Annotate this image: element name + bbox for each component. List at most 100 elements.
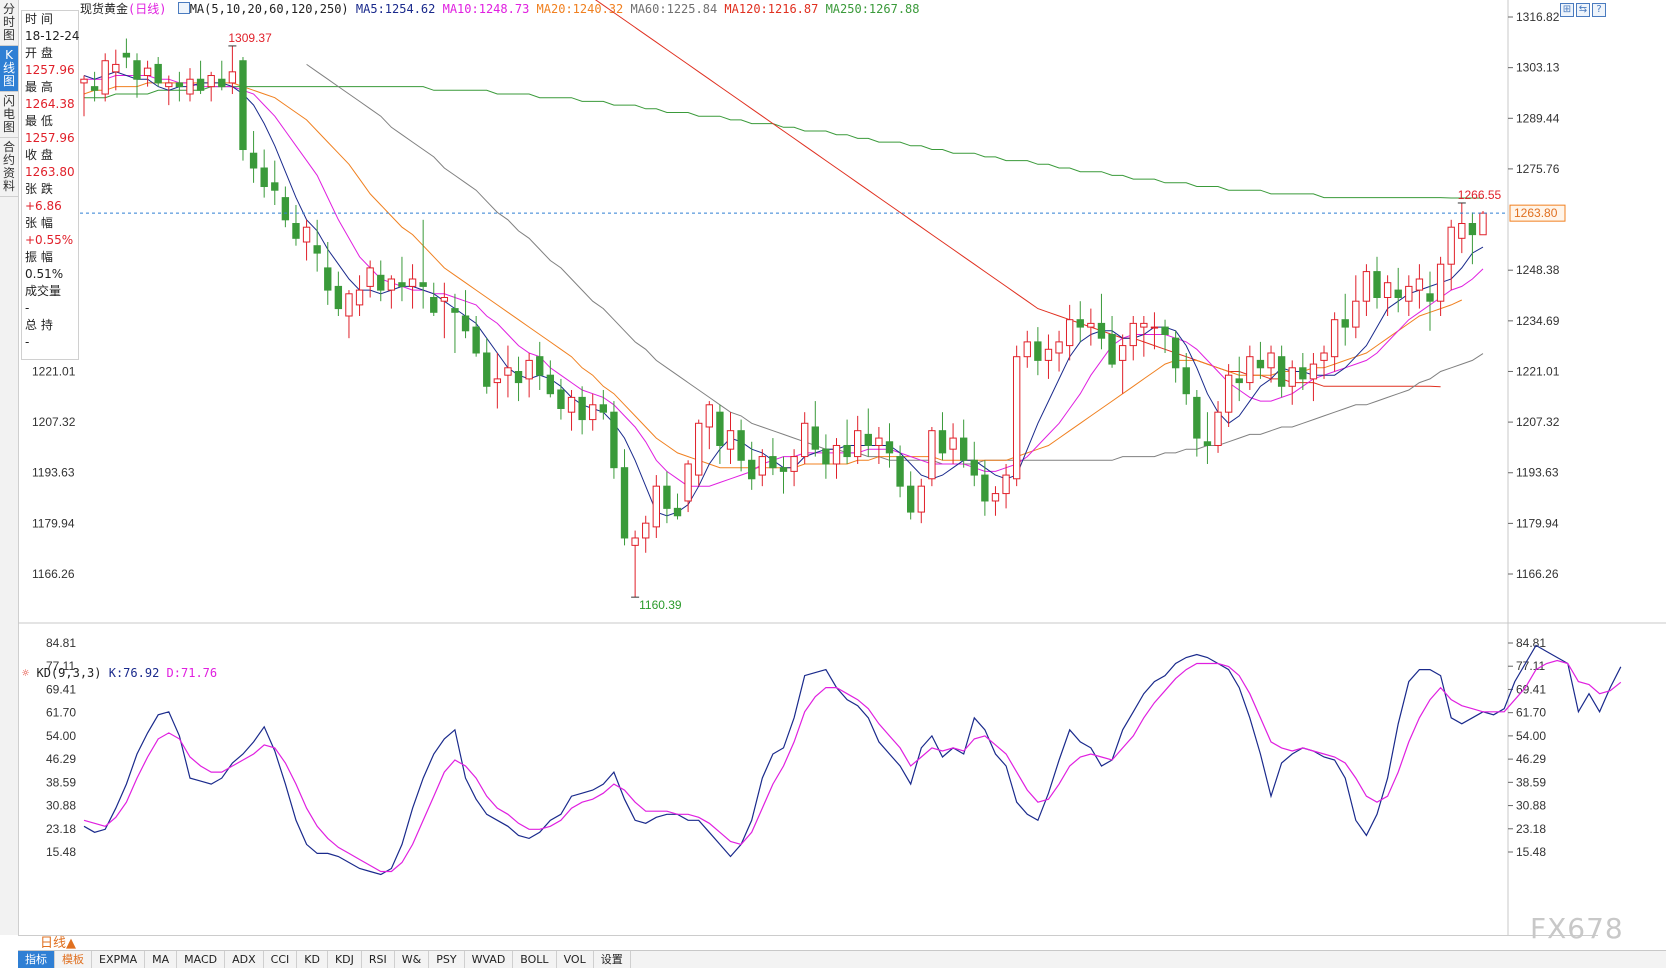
date-axis-bar: 日线▲ (18, 935, 1598, 951)
toolbar-item[interactable]: VOL (557, 951, 594, 968)
kd-settings-icon[interactable]: ☼ (22, 666, 30, 680)
candle-body (726, 430, 735, 450)
info-high-value: 1264.38 (25, 97, 75, 111)
tab-flash[interactable]: 闪电图 (0, 92, 18, 138)
candle-body (1405, 285, 1413, 302)
toolbar-item[interactable]: 设置 (594, 951, 631, 968)
candle-body (1012, 356, 1021, 480)
candle-body (90, 86, 99, 91)
kd-tick-label: 46.29 (1516, 752, 1546, 766)
candle-body (143, 67, 152, 77)
price-tick-label: 1207.32 (1516, 415, 1560, 429)
info-change-value: +6.86 (25, 199, 62, 213)
kd-params: KD(9,3,3) (36, 666, 102, 680)
toolbar-item[interactable]: 指标 (18, 951, 55, 968)
ma5-value: MA5:1254.62 (355, 2, 436, 16)
candle-body (461, 315, 470, 332)
kd-tick-label: 69.41 (1516, 682, 1546, 696)
candle-body (355, 289, 364, 306)
candle-body (525, 359, 533, 380)
kline-chart-canvas[interactable]: 1316.82 1303.13 1289.44 1275.76 1248.38 1234.… (0, 0, 1666, 935)
tab-kline[interactable]: K线图 (0, 46, 18, 92)
toolbar-item[interactable]: EXPMA (92, 951, 146, 968)
left-tab-strip: 分时图 K线图 闪电图 合约资料 (0, 0, 19, 935)
candle-body (1055, 341, 1063, 354)
toolbar-item[interactable]: KD (297, 951, 328, 968)
candle-body (430, 296, 438, 313)
price-tick-label: 1193.63 (1516, 466, 1559, 480)
help-icon[interactable]: ? (1592, 3, 1606, 17)
candle-body (1288, 367, 1296, 387)
toolbar-item[interactable]: MA (145, 951, 178, 968)
window-controls: ⊞ ⇆? (1558, 1, 1606, 17)
tab-timeshare[interactable]: 分时图 (0, 0, 18, 46)
price-tick-label: 1303.13 (1516, 61, 1560, 75)
candle-body (133, 60, 141, 80)
price-tick-label: 1248.38 (1516, 263, 1560, 277)
export-icon[interactable]: ⇆ (1576, 3, 1590, 17)
ma-params: MA(5,10,20,60,120,250) (189, 2, 349, 16)
info-low-value: 1257.96 (25, 131, 75, 145)
info-close-label: 收 盘 (25, 148, 53, 162)
candle-body (281, 197, 290, 221)
info-amp-label: 振 幅 (25, 250, 53, 264)
candle-body (249, 152, 258, 169)
candle-body (991, 493, 1000, 502)
period-selector[interactable]: 日线▲ (40, 936, 76, 951)
candle-body (663, 485, 671, 509)
candle-body (175, 82, 184, 88)
toolbar-item[interactable]: 模板 (55, 951, 92, 968)
kd-left-tick-label: 77.11 (46, 659, 75, 673)
kd-left-tick-label: 23.18 (46, 822, 76, 836)
toolbar-item[interactable]: PSY (429, 951, 465, 968)
candle-body (377, 274, 385, 291)
toolbar-item[interactable]: KDJ (328, 951, 362, 968)
candle-body (440, 296, 449, 302)
toolbar-item[interactable]: MACD (177, 951, 226, 968)
toolbar-item[interactable]: CCI (264, 951, 298, 968)
fx678-watermark: FX678 (1530, 912, 1624, 945)
candle-body (822, 448, 830, 465)
candle-body (1193, 396, 1201, 439)
toolbar-item[interactable]: BOLL (513, 951, 557, 968)
candle-body (790, 456, 798, 472)
zoom-icon[interactable]: ⊞ (1560, 3, 1574, 17)
toolbar-item[interactable]: ADX (225, 951, 264, 968)
candle-body (949, 437, 957, 450)
candle-body (599, 404, 608, 413)
info-time-value: 18-12-24 (25, 29, 80, 43)
candle-body (1171, 337, 1180, 369)
candle-body (1235, 378, 1243, 384)
candle-body (938, 430, 947, 454)
candle-body (567, 396, 576, 413)
candle-body (472, 326, 480, 354)
toolbar-item[interactable]: W& (395, 951, 430, 968)
ma-toggle-icon[interactable] (177, 2, 190, 14)
info-hold-value: - (25, 335, 30, 349)
candle-body (705, 404, 713, 428)
candle-body (1002, 474, 1010, 495)
candle-body (1023, 341, 1031, 358)
left-price-tick-label: 1179.94 (32, 516, 75, 530)
candle-body (271, 182, 279, 191)
candle-body (1309, 363, 1318, 380)
candle-body (1373, 271, 1381, 298)
candle-body (631, 537, 639, 546)
toolbar-item[interactable]: RSI (362, 951, 395, 968)
current-price-box (1509, 204, 1566, 222)
candle-body (1076, 319, 1084, 328)
left-price-tick-label: 1221.01 (32, 364, 76, 378)
candle-body (1150, 326, 1159, 329)
candle-body (769, 456, 777, 469)
info-open-value: 1257.96 (25, 63, 75, 77)
candle-body (1087, 322, 1095, 328)
ohlc-info-panel: 时 间 18-12-24 开 盘 1257.96 最 高 1264.38 最 低… (21, 10, 79, 360)
candle-body (716, 411, 724, 446)
tab-contract-info[interactable]: 合约资料 (0, 138, 18, 197)
candle-body (1383, 282, 1392, 298)
toolbar-item[interactable]: WVAD (465, 951, 514, 968)
kd-left-tick-label: 61.70 (46, 706, 76, 720)
candle-body (1203, 441, 1212, 446)
candle-body (101, 60, 109, 95)
info-pct-label: 张 幅 (25, 216, 53, 230)
